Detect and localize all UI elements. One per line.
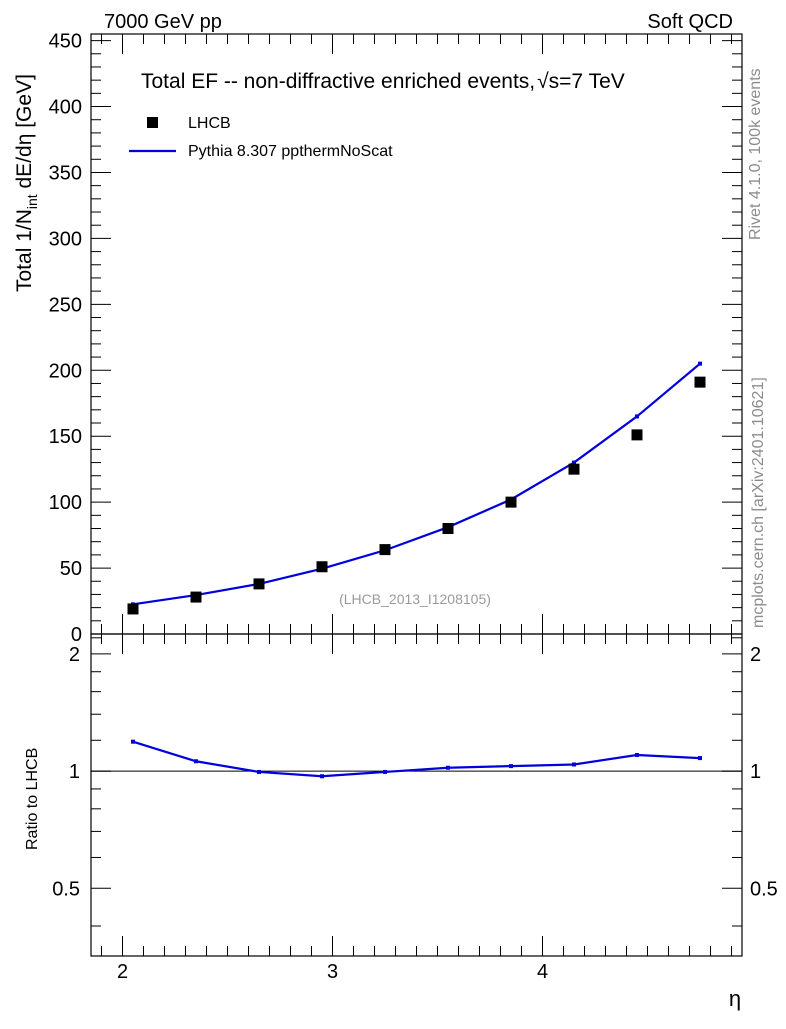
x-axis-label: η: [729, 986, 741, 1011]
lhcb-point: [631, 429, 643, 441]
y-tick-label: 400: [49, 97, 82, 119]
ratio-tick-label: 0.5: [52, 878, 80, 900]
ratio-point: [698, 756, 702, 761]
ratio-curve: [132, 740, 701, 778]
y-tick-label: 450: [49, 31, 82, 53]
ratio-panel-ticks: [91, 637, 742, 927]
ratio-point: [383, 769, 387, 774]
lhcb-point: [568, 463, 580, 475]
ratio-tick-label: 2: [69, 644, 80, 666]
pythia-curve-layer: [131, 361, 702, 607]
y-axis-tick-labels: 0 50 100 150 200 250 300 350 400 450: [49, 31, 82, 646]
x-axis-tick-labels: 2 3 4: [117, 961, 548, 983]
ratio-point: [320, 774, 324, 779]
lhcb-point: [694, 376, 706, 388]
ratio-point: [257, 769, 261, 774]
plot-title-sqrt: √s=7 TeV: [537, 70, 625, 93]
main-panel-ticks: [91, 40, 742, 635]
y-tick-label: 150: [49, 426, 82, 448]
ratio-tick-label-right: 1: [750, 761, 761, 783]
ratio-tick-label-right: 2: [750, 644, 761, 666]
pythia-point: [698, 361, 702, 366]
ratio-point: [131, 739, 135, 744]
analysis-watermark: (LHCB_2013_I1208105): [339, 591, 491, 607]
header-category-label: Soft QCD: [647, 11, 733, 33]
lhcb-points-layer: [127, 376, 706, 615]
lhcb-point: [316, 561, 328, 573]
y-tick-label: 0: [71, 624, 82, 646]
y-axis-label-subscript: int: [24, 194, 40, 209]
x-tick-label: 3: [327, 961, 338, 983]
plot-title: Total EF -- non-diffractive enriched eve…: [141, 70, 625, 93]
pythia-point: [635, 414, 639, 419]
lhcb-point: [253, 578, 265, 590]
legend-label-pythia: Pythia 8.307 ppthermNoScat: [188, 143, 393, 160]
legend-label-lhcb: LHCB: [188, 115, 231, 132]
ratio-tick-labels-left: 0.5 1 2: [52, 644, 80, 900]
y-axis-label: Total 1/Nint dE/dη [GeV]: [13, 74, 40, 292]
ratio-tick-label: 1: [69, 761, 80, 783]
ratio-point: [509, 764, 513, 769]
pythia-curve: [132, 362, 701, 606]
ratio-point: [635, 752, 639, 757]
lhcb-point: [379, 544, 391, 556]
x-axis-ticks: [101, 34, 732, 956]
pythia-point: [572, 460, 576, 465]
y-tick-label: 300: [49, 228, 82, 250]
lhcb-point: [442, 523, 454, 535]
plot-title-main: Total EF -- non-diffractive enriched eve…: [141, 70, 535, 93]
header-energy-label: 7000 GeV pp: [104, 11, 222, 33]
y-axis-label-main: Total 1/N: [13, 209, 36, 292]
y-axis-label-unit: dE/dη [GeV]: [13, 74, 36, 194]
lhcb-point: [190, 591, 202, 603]
ratio-tick-labels-right: 0.5 1 2: [750, 644, 778, 900]
rivet-version-label: Rivet 4.1.0, 100k events: [747, 68, 764, 240]
lhcb-point: [127, 603, 139, 615]
y-tick-label: 250: [49, 294, 82, 316]
ratio-panel-frame: [90, 633, 743, 957]
lhcb-point: [505, 496, 517, 508]
y-tick-label: 100: [49, 492, 82, 514]
ratio-tick-label-right: 0.5: [750, 878, 778, 900]
ratio-curve-layer: [131, 739, 702, 779]
y-tick-label: 200: [49, 360, 82, 382]
ratio-point: [446, 765, 450, 770]
ratio-point: [194, 759, 198, 764]
legend-marker-lhcb: [147, 117, 158, 128]
x-tick-label: 2: [117, 961, 128, 983]
y-tick-label: 350: [49, 162, 82, 184]
y-tick-label: 50: [60, 558, 82, 580]
ratio-axis-label: Ratio to LHCB: [24, 748, 41, 850]
mcplots-credit-label: mcplots.cern.ch [arXiv:2401.10621]: [750, 377, 767, 628]
x-tick-label: 4: [537, 961, 548, 983]
ratio-point: [572, 762, 576, 767]
